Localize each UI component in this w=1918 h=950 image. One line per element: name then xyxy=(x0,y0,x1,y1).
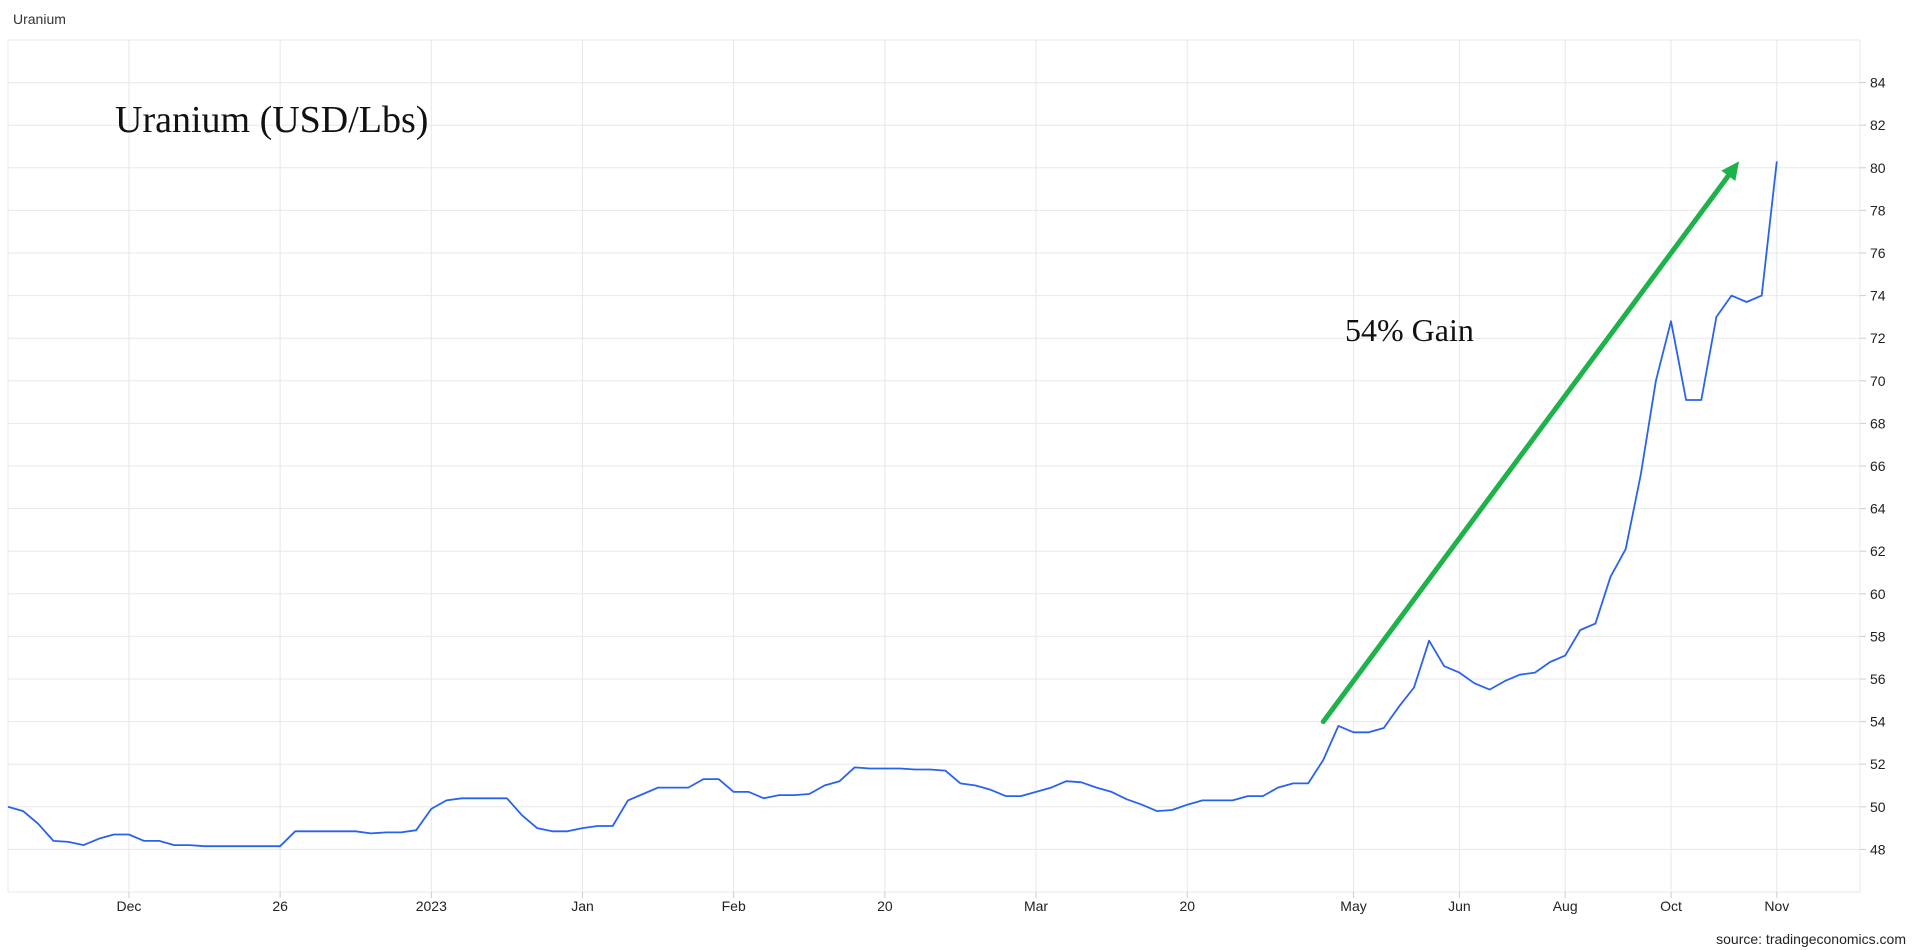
x-tick-label: May xyxy=(1340,898,1366,914)
x-tick-label: 20 xyxy=(1179,898,1195,914)
y-tick-label: 72 xyxy=(1870,330,1886,346)
x-tick-label: 2023 xyxy=(416,898,447,914)
x-tick-label: Oct xyxy=(1660,898,1682,914)
y-tick-label: 78 xyxy=(1870,202,1886,218)
x-tick-label: 26 xyxy=(272,898,288,914)
y-tick-label: 54 xyxy=(1870,714,1886,730)
window-title: Uranium xyxy=(13,11,66,27)
price-series-line xyxy=(7,161,1778,848)
x-tick-label: Dec xyxy=(116,898,141,914)
source-credit: source: tradingeconomics.com xyxy=(1716,931,1906,947)
y-tick-label: 50 xyxy=(1870,799,1886,815)
gain-annotation: 54% Gain xyxy=(1345,312,1474,348)
y-tick-label: 76 xyxy=(1870,245,1886,261)
y-tick-label: 48 xyxy=(1870,841,1886,857)
y-tick-label: 82 xyxy=(1870,117,1886,133)
y-tick-label: 62 xyxy=(1870,543,1886,559)
y-tick-label: 52 xyxy=(1870,756,1886,772)
y-tick-label: 80 xyxy=(1870,160,1886,176)
y-tick-label: 64 xyxy=(1870,501,1886,517)
y-tick-label: 68 xyxy=(1870,415,1886,431)
chart-title: Uranium (USD/Lbs) xyxy=(115,99,429,141)
x-tick-label: Jan xyxy=(571,898,594,914)
x-tick-label: 20 xyxy=(877,898,893,914)
y-tick-label: 84 xyxy=(1870,75,1886,91)
y-tick-label: 56 xyxy=(1870,671,1886,687)
y-tick-label: 74 xyxy=(1870,288,1886,304)
x-tick-label: Mar xyxy=(1024,898,1048,914)
x-tick-label: Aug xyxy=(1553,898,1578,914)
x-tick-label: Nov xyxy=(1764,898,1789,914)
x-tick-label: Feb xyxy=(722,898,746,914)
y-tick-label: 66 xyxy=(1870,458,1886,474)
y-tick-label: 58 xyxy=(1870,628,1886,644)
y-tick-label: 60 xyxy=(1870,586,1886,602)
gain-arrow-head xyxy=(1721,161,1740,182)
x-tick-label: Jun xyxy=(1448,898,1471,914)
y-tick-label: 70 xyxy=(1870,373,1886,389)
gain-arrow-shaft xyxy=(1320,170,1734,725)
